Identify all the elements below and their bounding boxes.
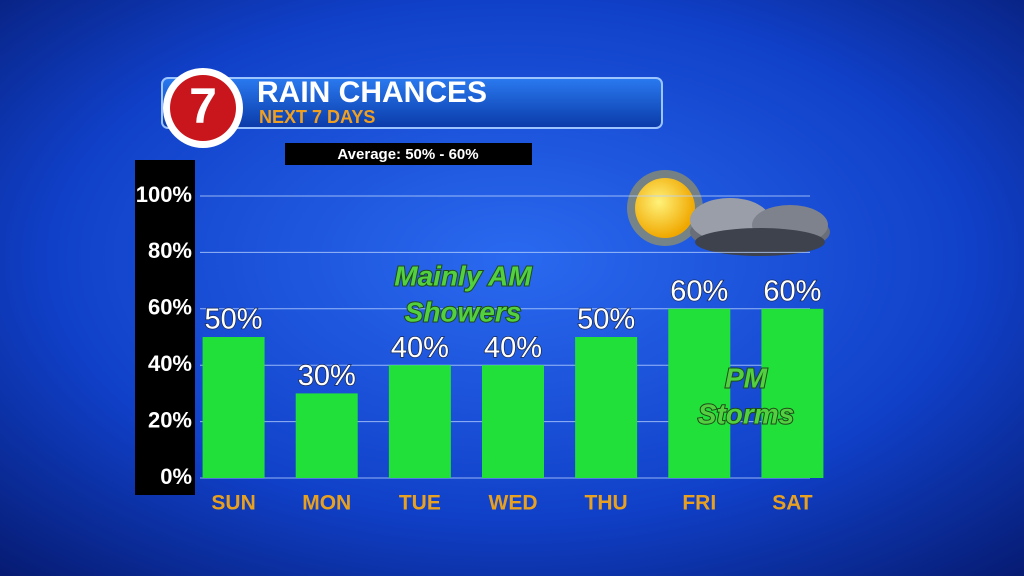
x-tick-label: THU <box>585 492 628 515</box>
y-tick-label: 20% <box>148 407 192 432</box>
annotation: Mainly AM <box>394 260 532 291</box>
logo-disc <box>170 75 236 141</box>
x-tick-label: SAT <box>772 492 813 515</box>
value-label: 60% <box>670 275 728 307</box>
annotation: Showers <box>405 296 522 327</box>
bar <box>761 308 824 478</box>
y-tick-label: 0% <box>160 464 192 489</box>
bar <box>575 337 638 478</box>
header-box <box>161 77 663 129</box>
bar <box>482 365 544 478</box>
note-box <box>285 143 532 165</box>
bar <box>295 393 358 478</box>
x-tick-label: FRI <box>682 492 716 515</box>
axis-strip <box>135 160 195 495</box>
value-label: 60% <box>763 275 821 307</box>
annotation: PM <box>725 362 768 393</box>
y-tick-label: 80% <box>148 238 192 263</box>
value-label: 40% <box>391 332 449 364</box>
y-tick-label: 100% <box>136 182 192 207</box>
bar <box>388 365 451 478</box>
x-tick-label: SUN <box>211 492 255 515</box>
annotation: Storms <box>698 398 794 429</box>
weather-icon <box>627 170 830 256</box>
chart-title: RAIN CHANCES <box>257 76 487 109</box>
value-label: 50% <box>205 304 263 336</box>
x-tick-label: MON <box>302 492 351 515</box>
y-tick-label: 40% <box>148 351 192 376</box>
value-label: 30% <box>298 360 356 392</box>
note: Average: 50% - 60% <box>337 146 478 163</box>
bar <box>668 308 731 478</box>
x-tick-label: WED <box>489 492 538 515</box>
x-tick-label: TUE <box>399 492 441 515</box>
value-label: 40% <box>484 332 542 364</box>
logo: 7 <box>189 78 217 134</box>
value-label: 50% <box>577 304 635 336</box>
bar <box>202 337 265 478</box>
y-tick-label: 60% <box>148 295 192 320</box>
chart-subtitle: NEXT 7 DAYS <box>259 107 375 127</box>
